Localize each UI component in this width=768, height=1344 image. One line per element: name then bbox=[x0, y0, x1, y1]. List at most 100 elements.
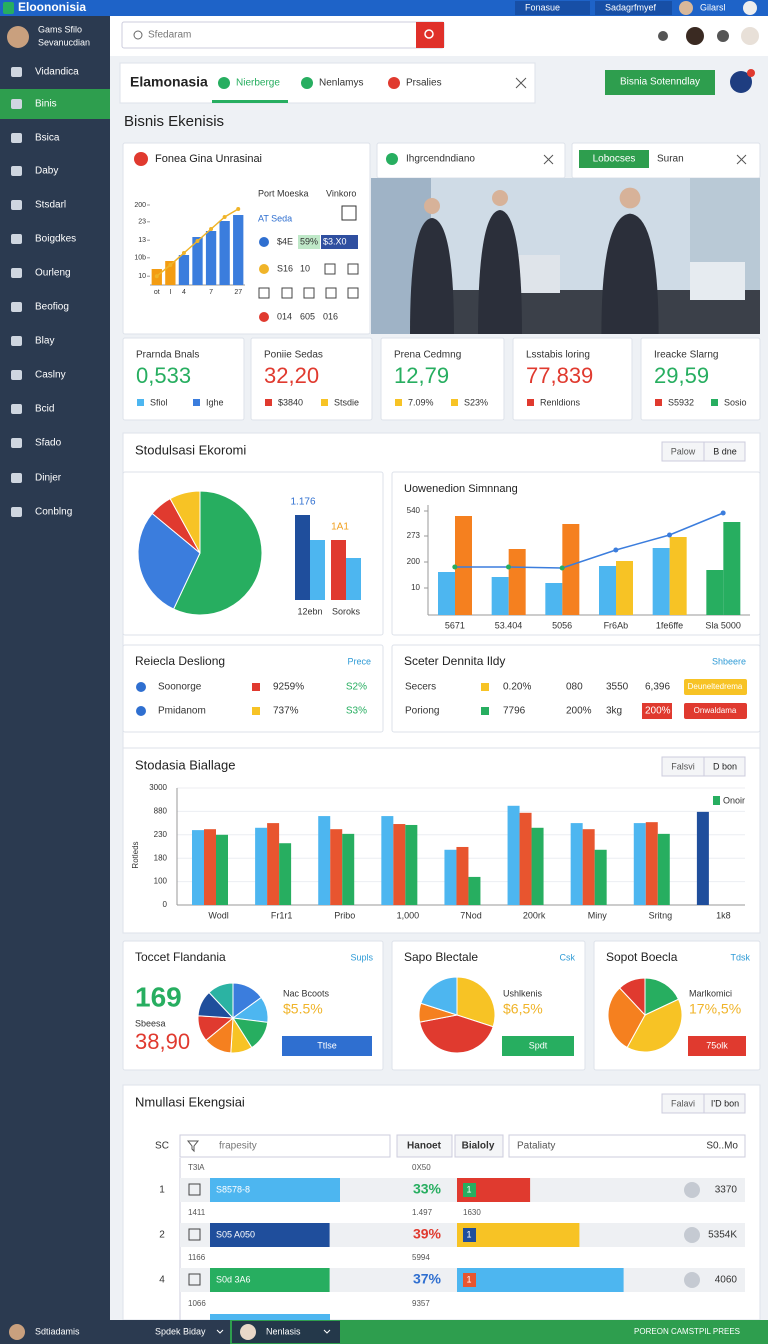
column-header: Bialoly bbox=[462, 1141, 495, 1152]
nav-icon bbox=[11, 370, 22, 380]
tab[interactable]: Nenlamys bbox=[319, 78, 363, 89]
card-button-label[interactable]: 75olk bbox=[706, 1040, 728, 1050]
card-percent: $6,5% bbox=[503, 1001, 543, 1017]
kpi-value: 32,20 bbox=[264, 363, 319, 388]
tab[interactable]: Nierberge bbox=[236, 78, 280, 89]
bar bbox=[645, 822, 658, 905]
sidebar bbox=[0, 16, 110, 1320]
row-number: 1 bbox=[159, 1185, 165, 1196]
menu-dropdown[interactable] bbox=[595, 1, 672, 15]
nav-item[interactable]: Bsica bbox=[35, 133, 60, 144]
annotation: 1.176 bbox=[290, 497, 315, 508]
tab-button-label[interactable]: Lobocses bbox=[593, 154, 636, 165]
nav-item[interactable]: Beofiog bbox=[35, 302, 69, 313]
nav-item[interactable]: Stsdarl bbox=[35, 200, 66, 211]
bar bbox=[255, 827, 268, 905]
search-button[interactable] bbox=[416, 22, 444, 48]
card-button-label[interactable]: Spdt bbox=[529, 1040, 548, 1050]
card-link[interactable]: Shbeere bbox=[712, 656, 746, 666]
progress-bar-partial bbox=[210, 1314, 330, 1320]
x-tick-label: Sritng bbox=[649, 910, 673, 920]
card-link[interactable]: Tdsk bbox=[730, 952, 750, 962]
card-percent: 17%,5% bbox=[689, 1001, 741, 1017]
action-button-label[interactable]: Bisnia Sotenndlay bbox=[620, 77, 700, 88]
legend-swatch bbox=[395, 399, 402, 406]
bar bbox=[706, 570, 724, 615]
row-icon bbox=[259, 312, 269, 322]
y-tick-label: 10b bbox=[134, 255, 146, 262]
amount: 5354K bbox=[708, 1230, 737, 1241]
bottom-select[interactable]: Spdek Biday bbox=[155, 1326, 206, 1336]
legend-swatch bbox=[527, 399, 534, 406]
nav-item[interactable]: Ourleng bbox=[35, 268, 71, 279]
icon bbox=[258, 287, 270, 299]
card-button[interactable] bbox=[282, 1036, 372, 1056]
legend-swatch bbox=[655, 399, 662, 406]
x-tick-label: Miny bbox=[588, 910, 608, 920]
badge bbox=[684, 703, 747, 719]
bar bbox=[381, 816, 394, 905]
trend-dot bbox=[506, 564, 511, 570]
card-button-label[interactable]: Ttlse bbox=[317, 1040, 337, 1050]
card-button[interactable] bbox=[502, 1036, 574, 1056]
x-tick-label: 27 bbox=[234, 289, 242, 296]
icon bbox=[325, 287, 337, 299]
nav-item[interactable]: Daby bbox=[35, 166, 58, 177]
toggle-button[interactable]: D bon bbox=[713, 761, 737, 771]
badge bbox=[684, 679, 747, 695]
section-title: Stodasia Biallage bbox=[135, 757, 235, 772]
photo-person-head bbox=[424, 198, 440, 214]
card bbox=[380, 337, 505, 421]
kpi-value: 0,533 bbox=[136, 363, 191, 388]
bar bbox=[562, 524, 580, 615]
tab[interactable]: Prsalies bbox=[406, 78, 442, 89]
x-tick-label: 12ebn bbox=[297, 606, 322, 616]
filter-box[interactable] bbox=[179, 1134, 391, 1158]
nav-item[interactable]: Dinjer bbox=[35, 473, 62, 484]
sub-label: 1.497 bbox=[412, 1208, 433, 1217]
toggle-button[interactable]: Falsvi bbox=[671, 761, 695, 771]
card-link[interactable]: Csk bbox=[560, 952, 576, 962]
row-name: Soonorge bbox=[158, 682, 202, 693]
avatar bbox=[741, 27, 759, 45]
menu-label[interactable]: Sadagrfmyef bbox=[605, 2, 657, 12]
tab-underline bbox=[212, 100, 288, 103]
menu-dropdown[interactable] bbox=[515, 1, 590, 15]
row-value: 3kg bbox=[606, 706, 622, 717]
tab-button[interactable] bbox=[579, 150, 649, 168]
nav-item[interactable]: Binis bbox=[35, 99, 57, 110]
toggle-button[interactable]: I'D bon bbox=[711, 1098, 739, 1108]
card-link[interactable]: Prece bbox=[347, 656, 371, 666]
brand: Eloononisia bbox=[18, 0, 86, 14]
bar bbox=[531, 827, 544, 905]
action-button[interactable] bbox=[605, 70, 715, 95]
card-button[interactable] bbox=[688, 1036, 746, 1056]
row-icon bbox=[259, 264, 269, 274]
nav-item[interactable]: Blay bbox=[35, 336, 54, 347]
tabs-card bbox=[119, 62, 536, 104]
avatar bbox=[686, 27, 704, 45]
nav-item[interactable]: Conblng bbox=[35, 507, 72, 518]
row-action bbox=[684, 1182, 700, 1198]
menu-label[interactable]: Fonasue bbox=[525, 2, 560, 12]
toggle-button[interactable]: Palow bbox=[671, 446, 696, 456]
nav-icon bbox=[11, 234, 22, 244]
bar bbox=[444, 849, 457, 905]
card-link[interactable]: Supls bbox=[350, 952, 373, 962]
toggle-button[interactable]: Falavi bbox=[671, 1098, 695, 1108]
nav-item[interactable]: Boigdkes bbox=[35, 234, 76, 245]
bar bbox=[346, 558, 361, 600]
bar-tag bbox=[463, 1183, 476, 1197]
pie-slice bbox=[208, 982, 234, 1020]
nav-item[interactable]: Sfado bbox=[35, 438, 62, 449]
row-value: 0.20% bbox=[503, 682, 531, 693]
x-tick-label: ot bbox=[154, 289, 160, 296]
toggle-button[interactable]: B dne bbox=[713, 446, 737, 456]
nav-item[interactable]: Vidandica bbox=[35, 67, 79, 78]
legend-swatch bbox=[265, 399, 272, 406]
trend-dot bbox=[195, 239, 200, 243]
nav-item[interactable]: Caslny bbox=[35, 370, 66, 381]
icon bbox=[717, 30, 729, 42]
nav-item[interactable]: Bcid bbox=[35, 404, 54, 415]
